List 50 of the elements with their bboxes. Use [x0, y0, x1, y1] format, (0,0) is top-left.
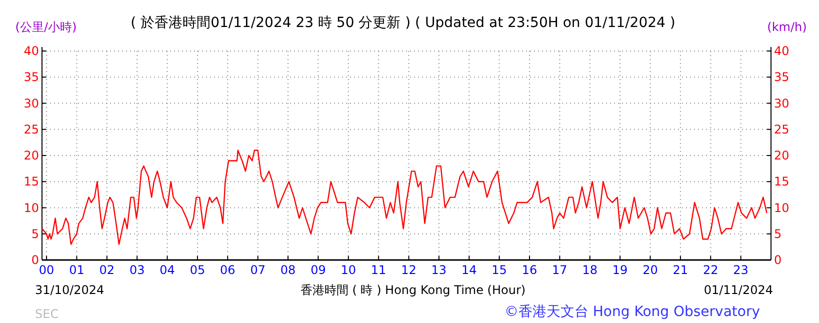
y2-tick-label: 0: [774, 253, 782, 267]
x-tick-label: 08: [280, 263, 296, 277]
x-tick-label: 10: [340, 263, 356, 277]
annotation: 01/11/2024: [704, 283, 773, 297]
y-tick-label: 20: [24, 148, 39, 162]
y2-tick-label: 20: [774, 148, 790, 162]
y-tick-label: 5: [31, 226, 39, 241]
x-tick-label: 14: [461, 263, 477, 277]
x-tick-label: 16: [522, 263, 538, 277]
x-tick-label: 20: [642, 263, 658, 277]
annotation: ©香港天文台 Hong Kong Observatory: [504, 304, 760, 320]
y2-tick-label: 40: [774, 44, 790, 58]
x-tick-label: 11: [370, 263, 386, 277]
title: ( 於香港時間01/11/2024 23 時 50 分更新 ) ( Updated at 23:50H on 01/11/2024 ): [130, 15, 676, 31]
x-tick-label: 22: [702, 263, 718, 277]
x-tick-label: 12: [401, 263, 416, 277]
y2-tick-label: 35: [774, 70, 790, 84]
x-tick-label: 03: [129, 263, 145, 277]
y2label: (km/h): [767, 20, 807, 34]
x-tick-label: 18: [582, 263, 598, 277]
x-tick-label: 04: [160, 263, 175, 277]
y2-tick-label: 30: [774, 96, 790, 110]
x-tick-label: 15: [492, 263, 507, 277]
x-tick-label: 21: [672, 263, 688, 277]
x-tick-label: 23: [733, 263, 748, 277]
annotation: SEC: [35, 307, 59, 321]
x-tick-label: 19: [612, 263, 628, 277]
y-tick-label: 35: [24, 70, 39, 84]
x-tick-label: 07: [250, 263, 266, 277]
y-tick-label: 25: [24, 122, 39, 136]
x-tick-label: 13: [431, 263, 447, 277]
y2-tick-label: 10: [774, 200, 790, 215]
x-tick-label: 01: [69, 263, 84, 277]
xlabel: 香港時間 ( 時 ) Hong Kong Time (Hour): [300, 283, 526, 297]
y-tick-label: 0: [31, 253, 39, 267]
y2-tick-label: 15: [774, 174, 790, 189]
y-tick-label: 40: [24, 44, 39, 58]
y2-tick-label: 25: [774, 122, 790, 136]
x-tick-label: 17: [552, 263, 568, 277]
y-tick-label: 30: [24, 96, 39, 110]
y-tick-label: 10: [24, 200, 39, 215]
x-tick-label: 02: [99, 263, 115, 277]
y-tick-label: 15: [24, 174, 39, 189]
x-tick-label: 06: [220, 263, 236, 277]
ylabel: (公里/小時): [15, 20, 77, 34]
x-tick-label: 09: [310, 263, 326, 277]
x-tick-label: 05: [190, 263, 206, 277]
x-tick-label: 00: [38, 263, 54, 277]
annotation: 31/10/2024: [35, 283, 104, 297]
y2-tick-label: 5: [774, 226, 782, 241]
